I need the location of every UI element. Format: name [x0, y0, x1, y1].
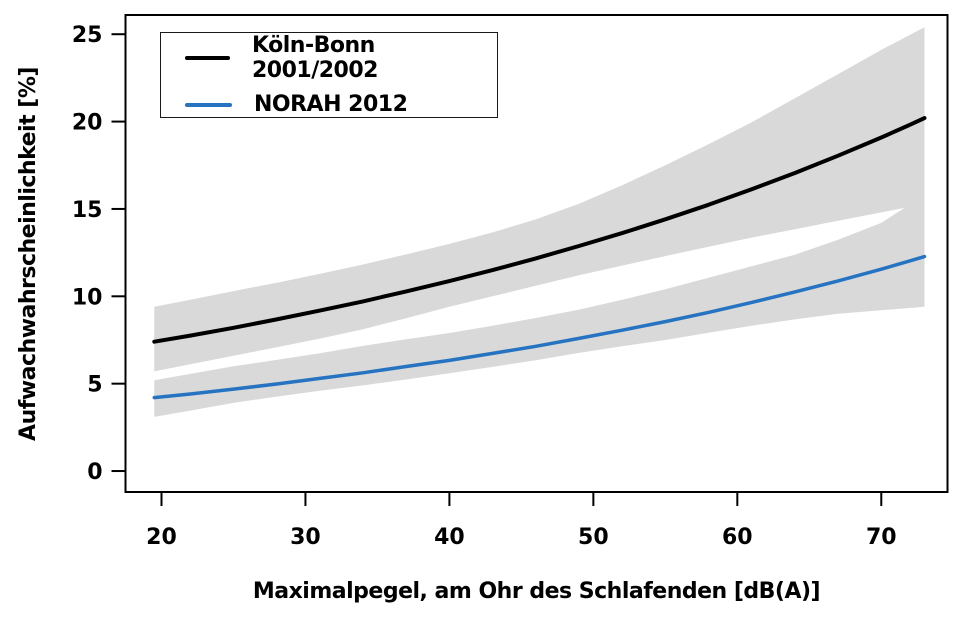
series-line-1 — [152, 254, 927, 400]
y-tick-label: 5 — [87, 373, 102, 398]
legend-line-sample-koeln-bonn — [185, 56, 230, 60]
x-tick-label: 20 — [146, 525, 177, 550]
legend-line-sample-norah — [185, 102, 232, 107]
plot-border — [124, 14, 949, 493]
x-axis-title: Maximalpegel, am Ohr des Schlafenden [dB… — [252, 579, 821, 604]
legend-label-norah: NORAH 2012 — [254, 92, 408, 117]
y-tick-label: 25 — [72, 23, 103, 48]
y-tick-label: 10 — [72, 285, 103, 310]
x-tick-label: 40 — [434, 525, 465, 550]
legend-item-norah: NORAH 2012 — [185, 92, 497, 117]
y-tick-label: 15 — [72, 198, 103, 223]
confidence-band-0 — [154, 27, 925, 372]
legend-box: Köln-Bonn 2001/2002 NORAH 2012 — [160, 32, 498, 118]
legend-label-koeln-bonn: Köln-Bonn 2001/2002 — [251, 33, 379, 83]
y-tick-label: 0 — [87, 460, 102, 485]
x-tick-label: 70 — [866, 525, 897, 550]
confidence-band-1 — [154, 195, 925, 417]
y-axis-title: Aufwachwahrscheinlichkeit [%] — [16, 67, 41, 441]
series-line-0 — [152, 116, 927, 344]
x-tick-label: 50 — [578, 525, 609, 550]
legend-item-koeln-bonn: Köln-Bonn 2001/2002 — [185, 33, 497, 83]
y-tick-label: 20 — [72, 111, 103, 136]
x-tick-label: 30 — [290, 525, 321, 550]
x-tick-label: 60 — [722, 525, 753, 550]
